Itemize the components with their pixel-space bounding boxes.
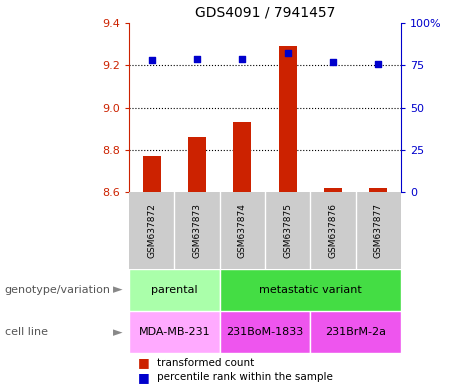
Point xyxy=(148,57,155,63)
Title: GDS4091 / 7941457: GDS4091 / 7941457 xyxy=(195,5,335,19)
Text: GSM637877: GSM637877 xyxy=(374,203,383,258)
Text: GSM637876: GSM637876 xyxy=(329,203,337,258)
Text: GSM637874: GSM637874 xyxy=(238,203,247,258)
Text: metastatic variant: metastatic variant xyxy=(259,285,362,295)
Text: genotype/variation: genotype/variation xyxy=(5,285,111,295)
Bar xyxy=(369,188,387,192)
Text: ►: ► xyxy=(112,283,122,296)
Text: GSM637872: GSM637872 xyxy=(147,203,156,258)
Bar xyxy=(129,311,220,353)
Bar xyxy=(220,311,310,353)
Bar xyxy=(220,269,401,311)
Text: GSM637875: GSM637875 xyxy=(283,203,292,258)
Point xyxy=(284,50,291,56)
Bar xyxy=(233,122,252,192)
Text: cell line: cell line xyxy=(5,327,47,337)
Point xyxy=(239,55,246,61)
Text: 231BoM-1833: 231BoM-1833 xyxy=(226,327,304,337)
Text: MDA-MB-231: MDA-MB-231 xyxy=(139,327,210,337)
Text: ■: ■ xyxy=(138,356,150,369)
Bar xyxy=(143,156,161,192)
Bar xyxy=(188,137,206,192)
Bar xyxy=(278,46,297,192)
Text: parental: parental xyxy=(151,285,198,295)
Text: GSM637873: GSM637873 xyxy=(193,203,201,258)
Bar xyxy=(310,311,401,353)
Point xyxy=(329,59,337,65)
Point xyxy=(375,61,382,67)
Text: ■: ■ xyxy=(138,371,150,384)
Text: ►: ► xyxy=(112,326,122,339)
Text: percentile rank within the sample: percentile rank within the sample xyxy=(157,372,333,382)
Bar xyxy=(129,269,220,311)
Text: 231BrM-2a: 231BrM-2a xyxy=(325,327,386,337)
Text: transformed count: transformed count xyxy=(157,358,254,368)
Point xyxy=(194,55,201,61)
Bar xyxy=(324,188,342,192)
